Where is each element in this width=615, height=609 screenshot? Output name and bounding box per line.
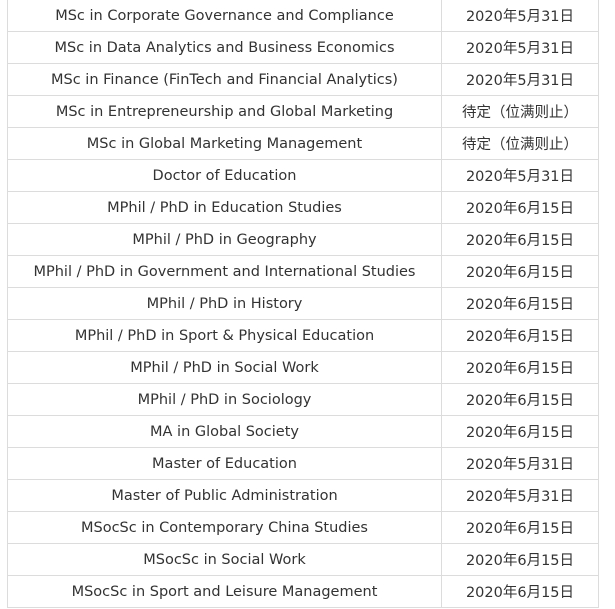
table-row: MPhil / PhD in Education Studies 2020年6月1… (7, 191, 599, 224)
table-row: MA in Global Society 2020年6月15日 (7, 415, 599, 448)
deadline-cell: 2020年6月15日 (441, 415, 599, 448)
deadline-cell: 2020年6月15日 (441, 319, 599, 352)
deadline-cell: 2020年5月31日 (441, 159, 599, 192)
program-cell: Master of Public Administration (7, 479, 442, 512)
deadline-cell: 2020年6月15日 (441, 255, 599, 288)
table-row: MPhil / PhD in Sociology 2020年6月15日 (7, 383, 599, 416)
program-cell: MPhil / PhD in Sport & Physical Educatio… (7, 319, 442, 352)
table-row: MSc in Entrepreneurship and Global Marke… (7, 95, 599, 128)
program-cell: MPhil / PhD in Education Studies (7, 191, 442, 224)
table-row: MPhil / PhD in Government and Internatio… (7, 255, 599, 288)
deadline-cell: 2020年5月31日 (441, 479, 599, 512)
deadline-cell: 2020年6月15日 (441, 351, 599, 384)
deadline-cell: 2020年6月15日 (441, 191, 599, 224)
deadline-cell: 待定（位满则止） (441, 127, 599, 160)
table-row: MSocSc in Social Work 2020年6月15日 (7, 543, 599, 576)
program-cell: MSocSc in Contemporary China Studies (7, 511, 442, 544)
program-cell: MPhil / PhD in Geography (7, 223, 442, 256)
table-row: MPhil / PhD in History 2020年6月15日 (7, 287, 599, 320)
program-cell: Doctor of Education (7, 159, 442, 192)
deadline-cell: 2020年6月15日 (441, 543, 599, 576)
table-row: MSocSc in Sport and Leisure Management 20… (7, 575, 599, 608)
program-cell: MA in Global Society (7, 415, 442, 448)
deadline-cell: 2020年5月31日 (441, 63, 599, 96)
program-cell: MSc in Entrepreneurship and Global Marke… (7, 95, 442, 128)
program-cell: MSc in Data Analytics and Business Econo… (7, 31, 442, 64)
table-row: MPhil / PhD in Social Work 2020年6月15日 (7, 351, 599, 384)
table-row: MSc in Finance (FinTech and Financial An… (7, 63, 599, 96)
deadline-cell: 2020年5月31日 (441, 31, 599, 64)
table-row: MSc in Corporate Governance and Complian… (7, 0, 599, 32)
program-deadline-table: MSc in Corporate Governance and Complian… (7, 0, 599, 608)
program-cell: MSocSc in Social Work (7, 543, 442, 576)
deadline-cell: 2020年6月15日 (441, 287, 599, 320)
deadline-cell: 2020年6月15日 (441, 575, 599, 608)
table-row: Master of Public Administration 2020年5月31… (7, 479, 599, 512)
deadline-cell: 2020年6月15日 (441, 223, 599, 256)
deadline-cell: 2020年5月31日 (441, 447, 599, 480)
program-cell: Master of Education (7, 447, 442, 480)
program-cell: MPhil / PhD in Government and Internatio… (7, 255, 442, 288)
program-cell: MPhil / PhD in Sociology (7, 383, 442, 416)
table-row: MSc in Global Marketing Management 待定（位满则… (7, 127, 599, 160)
deadline-cell: 2020年6月15日 (441, 511, 599, 544)
deadline-cell: 2020年6月15日 (441, 383, 599, 416)
table-row: MPhil / PhD in Sport & Physical Educatio… (7, 319, 599, 352)
program-cell: MSc in Finance (FinTech and Financial An… (7, 63, 442, 96)
table-row: MSc in Data Analytics and Business Econo… (7, 31, 599, 64)
program-cell: MSc in Corporate Governance and Complian… (7, 0, 442, 32)
table-row: MSocSc in Contemporary China Studies 2020… (7, 511, 599, 544)
table-row: MPhil / PhD in Geography 2020年6月15日 (7, 223, 599, 256)
program-cell: MPhil / PhD in Social Work (7, 351, 442, 384)
program-cell: MSc in Global Marketing Management (7, 127, 442, 160)
deadline-cell: 2020年5月31日 (441, 0, 599, 32)
table-row: Doctor of Education 2020年5月31日 (7, 159, 599, 192)
deadline-cell: 待定（位满则止） (441, 95, 599, 128)
program-cell: MPhil / PhD in History (7, 287, 442, 320)
table-row: Master of Education 2020年5月31日 (7, 447, 599, 480)
program-cell: MSocSc in Sport and Leisure Management (7, 575, 442, 608)
